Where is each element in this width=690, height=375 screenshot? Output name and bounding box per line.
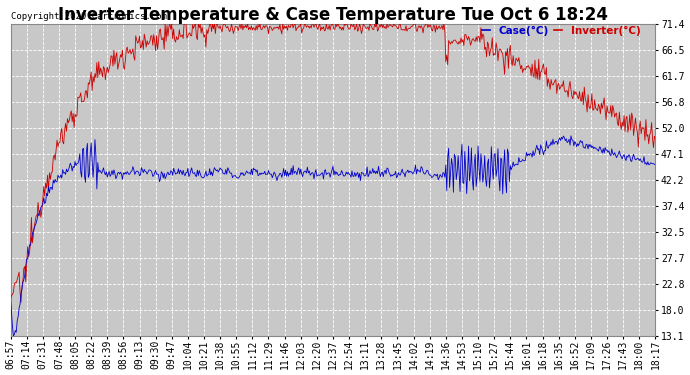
Title: Inverter Temperature & Case Temperature Tue Oct 6 18:24: Inverter Temperature & Case Temperature … xyxy=(58,6,608,24)
Text: Copyright 2020 Cartronics.com: Copyright 2020 Cartronics.com xyxy=(11,12,167,21)
Legend: Case(°C), Inverter(°C): Case(°C), Inverter(°C) xyxy=(482,26,640,36)
